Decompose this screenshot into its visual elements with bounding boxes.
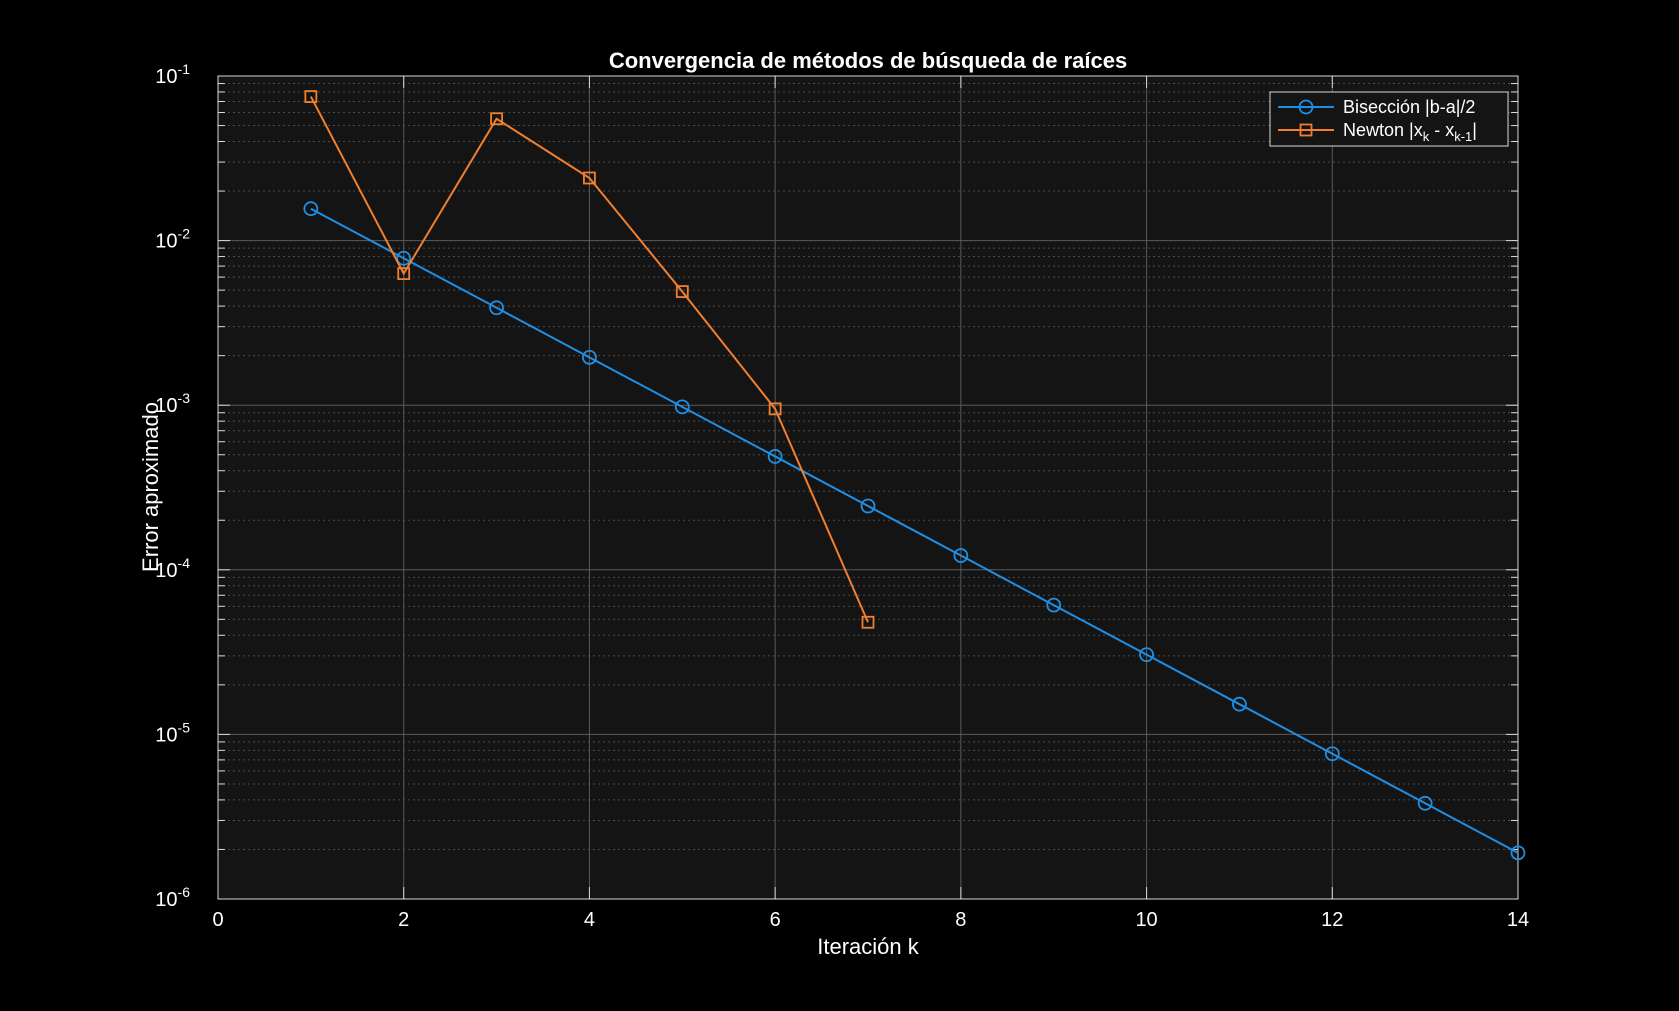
x-tick-label: 6 xyxy=(770,909,781,931)
series-1 xyxy=(303,201,1526,861)
data-point-1 xyxy=(674,399,690,415)
series-2 xyxy=(304,90,875,629)
data-point-1 xyxy=(1232,696,1247,712)
data-point-1 xyxy=(1139,647,1154,663)
data-point-1 xyxy=(582,349,597,365)
data-point-2 xyxy=(583,171,596,185)
x-tick-label: 2 xyxy=(398,909,409,931)
x-axis-label: Iteración k xyxy=(817,934,919,959)
x-tick-label: 4 xyxy=(584,909,595,931)
data-point-1 xyxy=(767,449,783,464)
legend-marker xyxy=(1299,123,1313,137)
x-tick-label: 0 xyxy=(212,909,223,931)
series-line-2 xyxy=(309,96,869,623)
x-tick-label: 8 xyxy=(955,909,966,931)
legend-label: Newton |xk - xk-1| xyxy=(1343,120,1477,144)
x-tick-label: 12 xyxy=(1321,909,1343,931)
data-point-2 xyxy=(490,112,503,126)
data-point-1 xyxy=(489,300,504,316)
x-tick-label: 10 xyxy=(1135,909,1157,931)
legend: Bisección |b-a|/2 Newton |xk - xk-1| xyxy=(1269,91,1509,147)
data-point-1 xyxy=(396,250,412,266)
y-axis-label: Error aproximado xyxy=(138,402,163,572)
data-point-2 xyxy=(861,615,875,629)
series-line-1 xyxy=(310,207,1519,854)
data-point-1 xyxy=(1046,597,1062,613)
data-point-1 xyxy=(953,548,969,563)
data-point-1 xyxy=(1417,795,1433,811)
data-point-1 xyxy=(1324,746,1340,762)
y-tick-label: 10-4 xyxy=(155,555,190,582)
minor-gridlines xyxy=(218,83,1518,850)
series-layer xyxy=(303,90,1526,861)
data-point-2 xyxy=(675,285,689,298)
y-tick-label: 10-5 xyxy=(155,719,190,746)
data-point-2 xyxy=(768,402,782,416)
legend-marker xyxy=(1298,99,1314,115)
legend-label: Bisección |b-a|/2 xyxy=(1343,97,1475,117)
legend-entry-2: Newton |xk - xk-1| xyxy=(1278,120,1477,144)
plot-frame xyxy=(217,75,1519,900)
plot-area xyxy=(218,76,1518,899)
data-point-2 xyxy=(304,90,318,103)
chart-title: Convergencia de métodos de búsqueda de r… xyxy=(609,48,1127,73)
legend-entry-1: Bisección |b-a|/2 xyxy=(1278,97,1475,117)
data-point-2 xyxy=(397,267,411,281)
data-point-1 xyxy=(860,498,876,514)
data-point-1 xyxy=(1510,845,1526,861)
x-tick-label: 14 xyxy=(1507,909,1529,931)
data-point-1 xyxy=(303,201,319,217)
